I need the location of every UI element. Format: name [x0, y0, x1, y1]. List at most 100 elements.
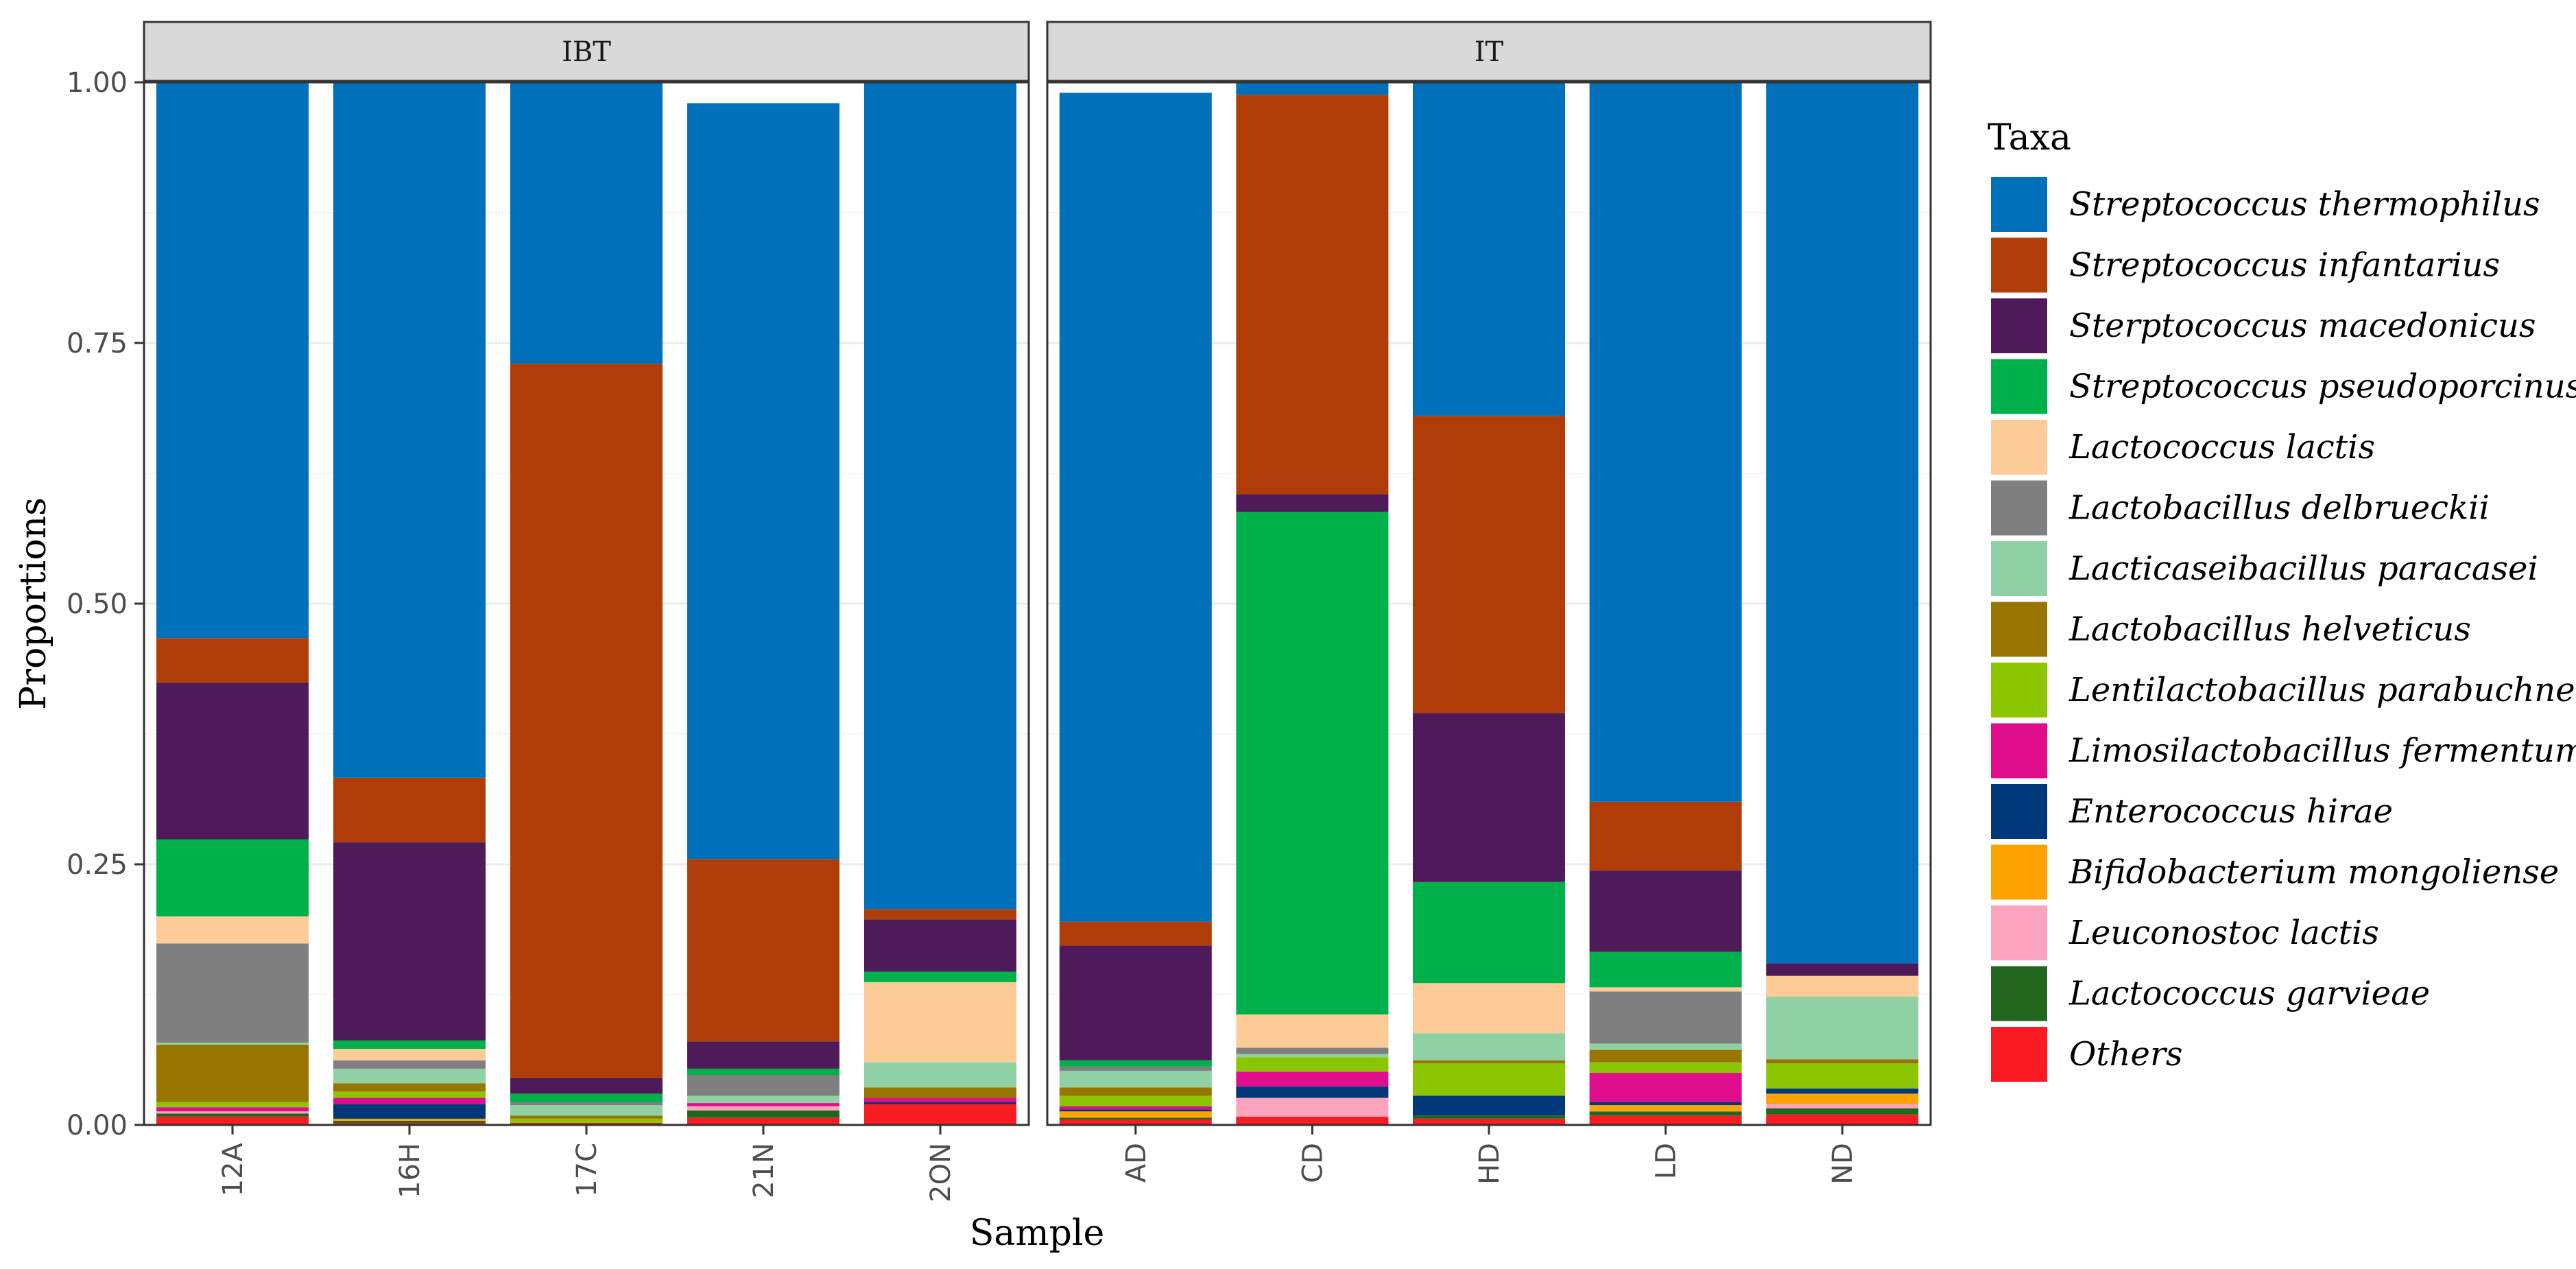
legend-title: Taxa [1988, 117, 2071, 158]
bar-segment [1059, 1117, 1212, 1120]
bar-segment [864, 909, 1016, 920]
bar-segment [510, 82, 663, 364]
legend-item: Lactococcus lactis [1991, 420, 2375, 475]
bar-segment [156, 638, 309, 683]
bar-segment [864, 971, 1016, 982]
legend-swatch [1991, 1027, 2047, 1082]
legend-item: Lactobacillus helveticus [1991, 602, 2471, 657]
bar-segment [864, 1104, 1016, 1125]
bar-segment [1059, 1095, 1212, 1106]
bar-segment [156, 1111, 309, 1114]
y-tick-label: 1.00 [67, 67, 128, 99]
bar-segment [156, 1042, 309, 1045]
x-tick-label: ND [1827, 1143, 1859, 1185]
legend-item: Limosilactobacillus fermentum [1991, 723, 2576, 779]
bar-segment [156, 1113, 309, 1117]
bar-segment [1413, 713, 1565, 882]
legend-label: Enterococcus hirae [2068, 792, 2393, 831]
bar-segment [1766, 82, 1919, 964]
legend-label: Streptococcus pseudoporcinus [2069, 368, 2576, 406]
bar-segment [1589, 1073, 1742, 1102]
legend-item: Sterptococcus macedonicus [1991, 298, 2536, 353]
bar-17C [510, 82, 663, 1125]
bar-segment [687, 859, 839, 1042]
bar-segment [1413, 1115, 1565, 1119]
legend-label: Lentilactobacillus parabuchneri [2068, 671, 2576, 709]
bar-segment [1589, 1111, 1742, 1116]
legend-item: Streptococcus infantarius [1991, 237, 2500, 293]
bar-segment [333, 842, 486, 1041]
legend-swatch [1991, 663, 2047, 717]
legend-item: Streptococcus thermophilus [1991, 177, 2540, 232]
bar-segment [1589, 1043, 1742, 1050]
bar-segment [864, 1062, 1016, 1088]
bar-segment [156, 1102, 309, 1108]
x-tick-label: AD [1121, 1143, 1152, 1183]
bar-segment [1236, 82, 1389, 95]
bar-segment [156, 683, 309, 840]
bar-segment [1236, 1086, 1389, 1098]
bar-segment [1766, 1104, 1919, 1108]
legend-label: Lactobacillus delbrueckii [2068, 489, 2490, 527]
stacked-bars [156, 82, 1919, 1125]
bar-segment [1059, 1119, 1212, 1125]
x-tick-label: HD [1474, 1143, 1505, 1185]
bar-segment [1413, 1118, 1565, 1125]
bar-segment [333, 82, 486, 778]
bar-segment [1059, 1087, 1212, 1096]
legend-label: Others [2069, 1035, 2183, 1074]
legend-items: Streptococcus thermophilus Streptococcus … [1991, 177, 2576, 1082]
bar-segment [1589, 1062, 1742, 1073]
bar-segment [864, 982, 1016, 1063]
bar-segment [333, 1040, 486, 1049]
bar-segment [1059, 945, 1212, 1060]
y-tick-label: 0.00 [67, 1110, 128, 1141]
bar-segment [1059, 1066, 1212, 1071]
bar-segment [1589, 1102, 1742, 1106]
bar-segment [687, 1103, 839, 1106]
legend-label: Leuconostoc lactis [2068, 914, 2379, 952]
bar-segment [687, 1110, 839, 1118]
bar-segment [333, 777, 486, 843]
bar-LD [1589, 82, 1742, 1125]
legend-swatch [1991, 420, 2047, 475]
legend-label: Lacticaseibacillus paracasei [2068, 549, 2538, 588]
bar-segment [510, 1122, 663, 1125]
bar-segment [1413, 1033, 1565, 1060]
bar-segment [1236, 494, 1389, 512]
bar-segment [1236, 1071, 1389, 1087]
bar-segment [687, 1095, 839, 1104]
legend-item: Lactobacillus delbrueckii [1991, 480, 2490, 536]
bar-segment [1236, 95, 1389, 495]
bar-12A [156, 82, 309, 1125]
bar-segment [333, 1060, 486, 1069]
bar-segment [1413, 82, 1565, 416]
bar-segment [510, 364, 663, 1078]
bar-CD [1236, 82, 1389, 1125]
bar-segment [1589, 987, 1742, 992]
bar-segment [1059, 1106, 1212, 1110]
legend-swatch [1991, 723, 2047, 779]
bar-segment [1766, 997, 1919, 1060]
legend-swatch [1991, 844, 2047, 900]
bar-segment [687, 1075, 839, 1096]
y-tick-label: 0.25 [67, 849, 128, 881]
bar-segment [864, 1098, 1016, 1102]
bar-segment [333, 1118, 486, 1121]
bar-segment [1766, 1108, 1919, 1115]
bar-segment [333, 1083, 486, 1092]
bar-segment [1236, 1057, 1389, 1072]
bar-2ON [864, 82, 1016, 1125]
x-tick-label: 2ON [925, 1143, 957, 1202]
y-tick-label: 0.75 [67, 328, 128, 359]
legend-label: Lactobacillus helveticus [2068, 610, 2471, 649]
bar-segment [1059, 1111, 1212, 1118]
bar-segment [1236, 1054, 1389, 1058]
legend-item: Enterococcus hirae [1991, 784, 2393, 839]
bar-segment [510, 1105, 663, 1116]
facet-panels: IBT IT [143, 21, 1932, 1126]
x-tick-label: 16H [394, 1143, 426, 1198]
bar-segment [864, 1102, 1016, 1104]
x-tick-label: 12A [217, 1142, 249, 1196]
bar-segment [687, 1041, 839, 1069]
